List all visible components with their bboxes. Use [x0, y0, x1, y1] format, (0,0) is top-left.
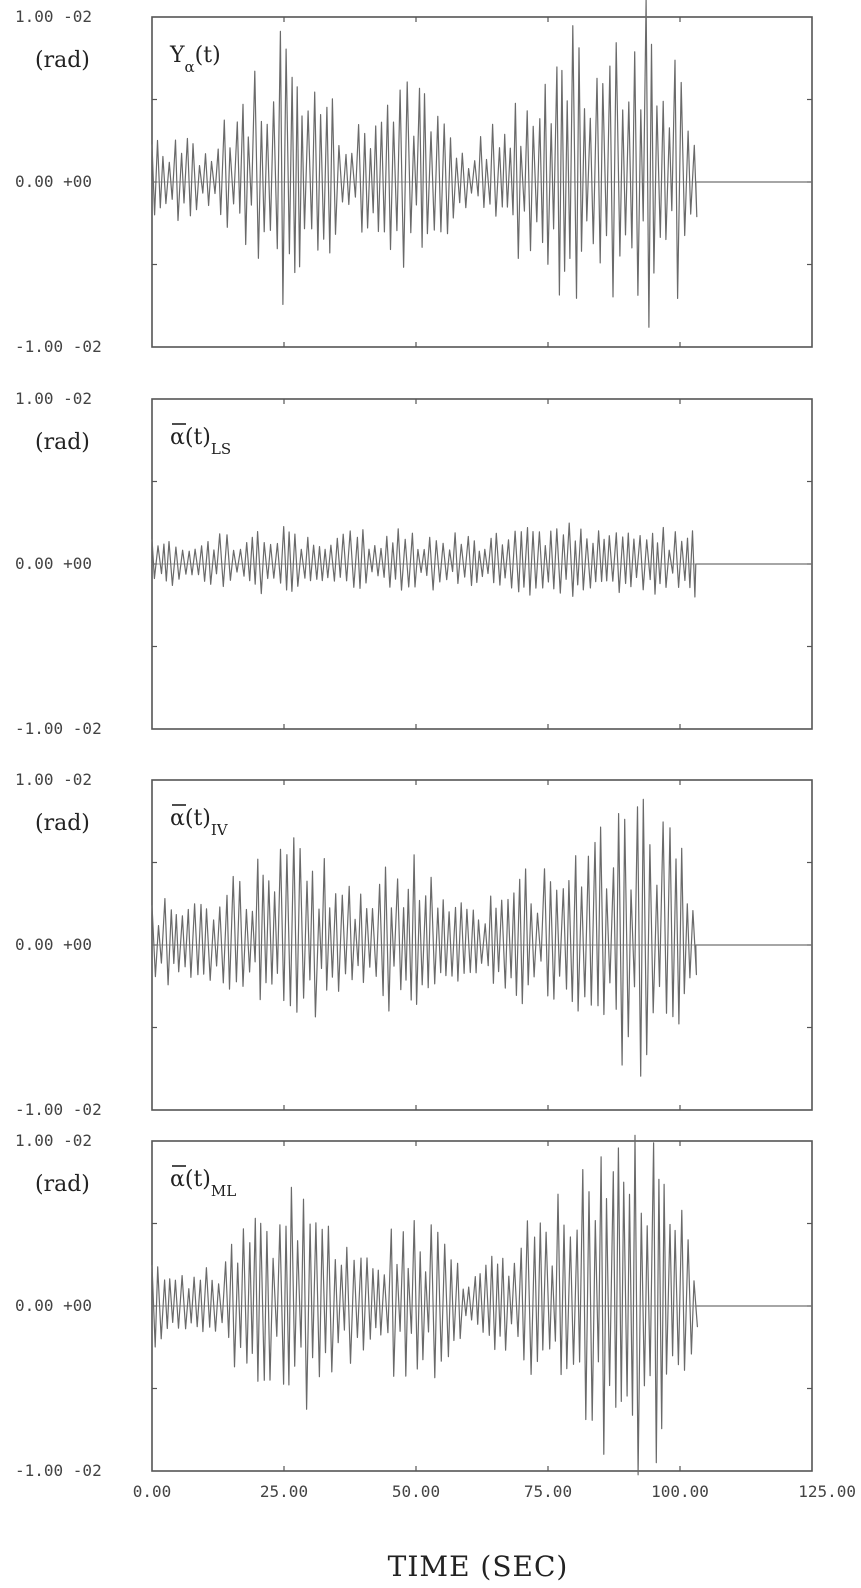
y-unit-label: (rad)	[35, 1172, 90, 1197]
x-tick-label: 0.00	[133, 1482, 172, 1501]
y-tick-label: 0.00 +00	[15, 1296, 92, 1315]
panel-title: α(t)IV	[170, 806, 229, 839]
panel-title: Yα(t)	[169, 43, 221, 76]
x-tick-label: 75.00	[524, 1482, 572, 1501]
y-tick-label: 0.00 +00	[15, 172, 92, 191]
y-unit-label: (rad)	[35, 430, 90, 455]
series-line	[151, 1134, 812, 1476]
series-line	[151, 0, 812, 328]
y-unit-label: (rad)	[35, 811, 90, 836]
y-tick-label: 1.00 -02	[15, 1131, 92, 1150]
y-tick-label: 1.00 -02	[15, 7, 92, 26]
panel-3: 1.00 -02 0.00 +00 -1.00 -02 (rad) α(t)IV	[15, 770, 813, 1119]
x-tick-labels: 0.00 25.00 50.00 75.00 100.00 125.00	[133, 1482, 856, 1501]
y-tick-label: 0.00 +00	[15, 935, 92, 954]
y-tick-label: -1.00 -02	[15, 719, 102, 738]
y-unit-label: (rad)	[35, 48, 90, 73]
x-tick-label: 50.00	[392, 1482, 440, 1501]
y-tick-label: 1.00 -02	[15, 389, 92, 408]
y-tick-label: -1.00 -02	[15, 1461, 102, 1480]
y-tick-label: 0.00 +00	[15, 554, 92, 573]
y-tick-label: -1.00 -02	[15, 1100, 102, 1119]
x-tick-label: 125.00	[798, 1482, 856, 1501]
x-axis-label: TIME (SEC)	[388, 1550, 569, 1583]
x-tick-label: 100.00	[651, 1482, 709, 1501]
x-tick-label: 25.00	[260, 1482, 308, 1501]
panel-title: α(t)LS	[170, 425, 231, 458]
series-line	[151, 798, 812, 1077]
panel-title: α(t)ML	[170, 1167, 236, 1200]
panel-4: 1.00 -02 0.00 +00 -1.00 -02 (rad) α(t)ML	[15, 1131, 813, 1480]
panel-1: 1.00 -02 0.00 +00 -1.00 -02 (rad) Yα(t)	[15, 0, 813, 356]
y-tick-label: -1.00 -02	[15, 337, 102, 356]
series-line	[151, 522, 812, 598]
y-tick-label: 1.00 -02	[15, 770, 92, 789]
panel-2: 1.00 -02 0.00 +00 -1.00 -02 (rad) α(t)LS	[15, 389, 813, 738]
